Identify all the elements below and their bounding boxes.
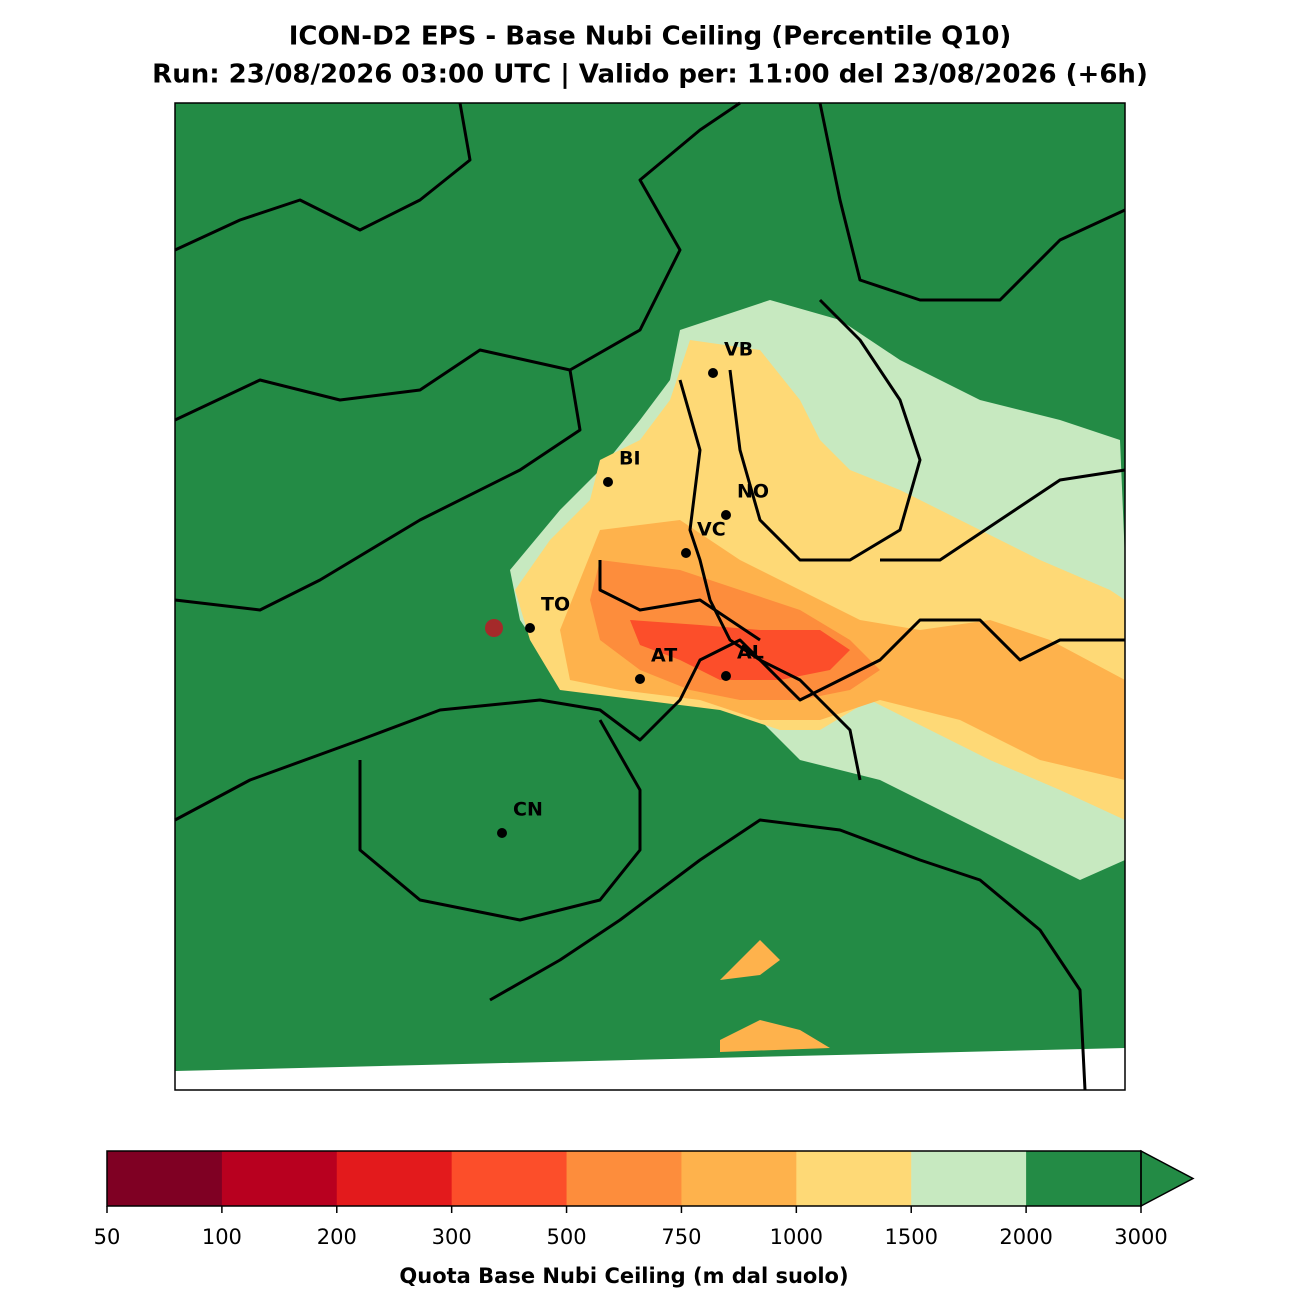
border	[678, 379, 862, 781]
city-label: VC	[697, 519, 726, 541]
border	[174, 102, 472, 252]
map-frame	[174, 102, 1126, 1091]
field-red	[630, 620, 850, 680]
city-dot	[603, 477, 613, 487]
city-dot	[721, 671, 731, 681]
colorbar-segment	[336, 1151, 453, 1206]
field-sea-patch	[720, 940, 830, 1052]
colorbar-frame	[106, 1150, 1142, 1207]
colorbar-tick-label: 200	[317, 1225, 357, 1249]
colorbar-segment	[566, 1151, 682, 1206]
colorbar-tick-label: 2000	[999, 1225, 1052, 1249]
city-dot	[497, 828, 507, 838]
border	[358, 719, 642, 922]
map: VB BI NO VC TO AT AL CN	[174, 101, 1126, 1091]
colorbar-tick-label: 500	[547, 1225, 587, 1249]
colorbar-tick-label: 50	[94, 1225, 121, 1249]
border	[818, 102, 1126, 302]
city-dot	[635, 674, 645, 684]
city-label: VB	[724, 339, 753, 361]
colorbar-segment	[1026, 1151, 1142, 1206]
border	[598, 560, 761, 642]
colorbar-label: Quota Base Nubi Ceiling (m dal suolo)	[399, 1264, 848, 1288]
border	[174, 618, 1125, 822]
border	[174, 369, 582, 612]
city-dot	[708, 368, 718, 378]
colorbar-tick-label: 100	[202, 1225, 242, 1249]
colorbar-segment	[221, 1151, 338, 1206]
city-label: CN	[513, 799, 543, 821]
title: ICON-D2 EPS - Base Nubi Ceiling (Percent…	[289, 22, 1012, 52]
colorbar-segment	[911, 1151, 1027, 1206]
colorbar-tick-label: 3000	[1114, 1225, 1167, 1249]
colorbar-extension	[1140, 1149, 1195, 1208]
city-label: BI	[619, 448, 641, 470]
border	[728, 298, 922, 562]
colorbar-tick-label: 1500	[884, 1225, 937, 1249]
colorbar-segment	[796, 1151, 912, 1206]
colorbar-tick-label: 1000	[770, 1225, 823, 1249]
city-label: AL	[737, 642, 764, 664]
border	[880, 468, 1126, 562]
city: VB BI NO VC TO AT AL CN	[497, 339, 769, 838]
colorbar-tick-label: 750	[661, 1225, 701, 1249]
subtitle: Run: 23/08/2026 03:00 UTC | Valido per: …	[152, 60, 1148, 90]
colorbar-tick-label: 300	[432, 1225, 472, 1249]
colorbar: 50 100 200 300 500 750 1000 1500 2000 3000	[94, 1149, 1195, 1249]
city-label: AT	[651, 645, 677, 667]
border	[489, 818, 1087, 1091]
colorbar-segment	[451, 1151, 568, 1206]
city-dot	[525, 623, 535, 633]
colorbar-segment	[107, 1151, 223, 1206]
marker	[485, 619, 503, 637]
city-label: NO	[737, 481, 769, 503]
city-dot	[681, 548, 691, 558]
colorbar-segment	[681, 1151, 797, 1206]
city-dot	[721, 510, 731, 520]
city-label: TO	[541, 594, 570, 616]
